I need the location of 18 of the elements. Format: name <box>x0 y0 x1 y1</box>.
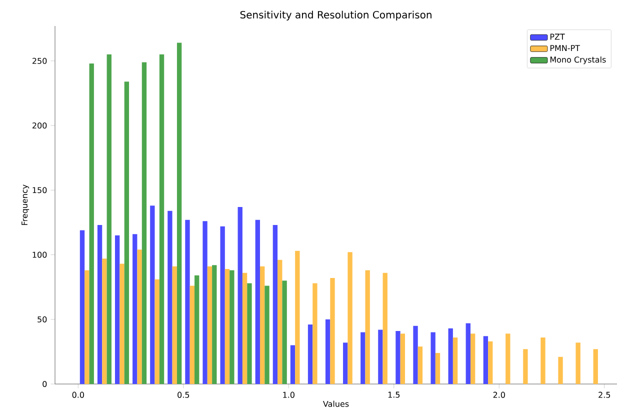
x-axis-title: Values <box>323 400 349 407</box>
x-tick-label: 1.0 <box>283 392 294 398</box>
x-tick-label: 0.5 <box>178 392 190 398</box>
legend-label: Mono Crystals <box>550 56 606 64</box>
y-tick-label: 100 <box>32 252 47 258</box>
x-tick-label: 1.5 <box>388 392 400 398</box>
legend-label: PMN-PT <box>550 45 580 51</box>
y-tick-label: 50 <box>38 316 47 322</box>
legend-label: PZT <box>550 34 565 40</box>
y-tick-label: 200 <box>32 122 47 129</box>
x-tick-label: 2.5 <box>598 392 610 398</box>
chart-title: Sensitivity and Resolution Comparison <box>240 10 432 20</box>
x-tick-label: 0.0 <box>72 392 84 398</box>
y-axis-title: Frequency <box>22 184 30 225</box>
y-tick-label: 0 <box>42 380 47 388</box>
y-tick-label: 250 <box>32 58 47 64</box>
x-tick-label: 2.0 <box>493 392 505 398</box>
y-tick-label: 150 <box>32 187 47 194</box>
